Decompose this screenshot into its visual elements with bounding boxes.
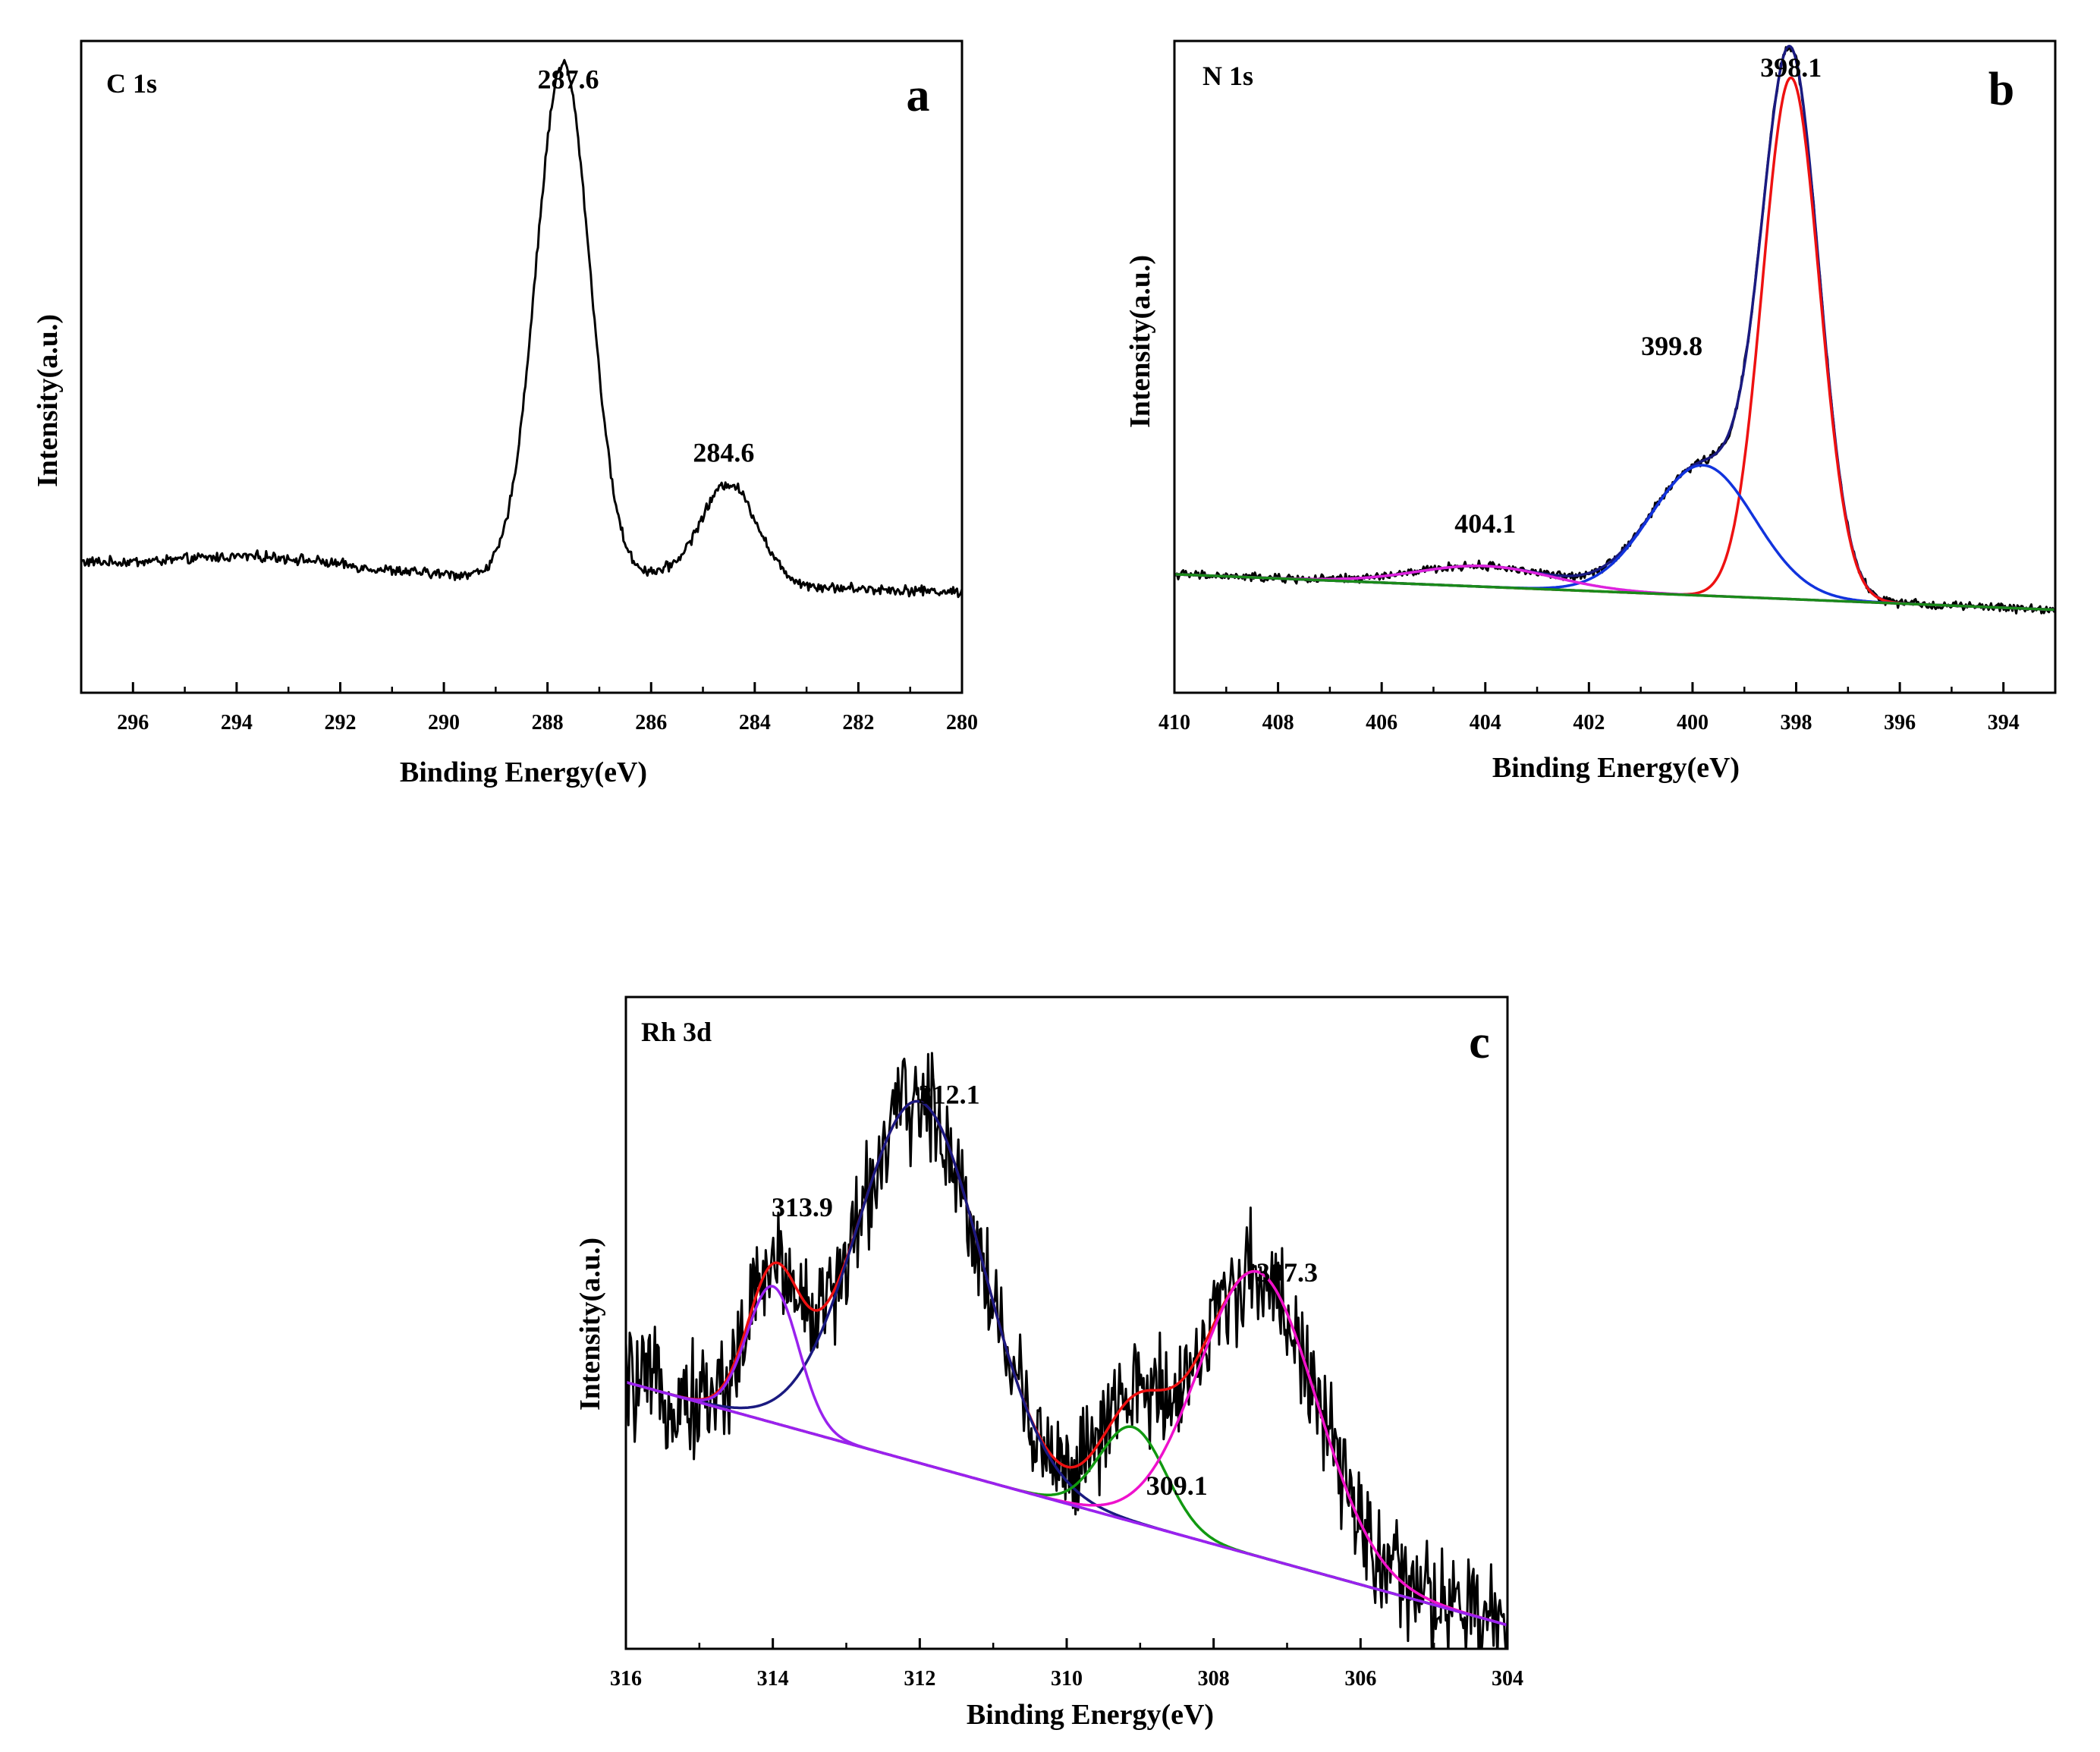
panel-c-title: Rh 3d xyxy=(641,1017,712,1047)
panel-b-xlabel: Binding Energy(eV) xyxy=(1492,752,1740,784)
peak-label: 398.1 xyxy=(1760,52,1822,83)
panel-b-n1s: N 1s b Binding Energy(eV) Intensity(a.u.… xyxy=(1124,39,2057,784)
x-tick-label: 282 xyxy=(842,711,874,734)
x-tick-label: 280 xyxy=(946,711,978,734)
panel-c-xlabel: Binding Energy(eV) xyxy=(967,1699,1214,1731)
panel-c-ylabel: Intensity(a.u.) xyxy=(574,1238,606,1411)
panel-a-title: C 1s xyxy=(106,68,157,99)
x-tick-label: 292 xyxy=(324,711,356,734)
x-tick-label: 400 xyxy=(1677,711,1709,734)
x-tick-label: 398 xyxy=(1781,711,1812,734)
panel-b-title: N 1s xyxy=(1202,61,1253,91)
x-tick-label: 404 xyxy=(1470,711,1501,734)
x-tick-label: 314 xyxy=(757,1667,789,1691)
x-tick-label: 290 xyxy=(428,711,460,734)
x-tick-label: 394 xyxy=(1988,711,2020,734)
panel-b-ylabel: Intensity(a.u.) xyxy=(1124,255,1156,428)
plot-area xyxy=(626,1052,1507,1649)
x-tick-label: 284 xyxy=(739,711,771,734)
series-line-background xyxy=(626,1380,1507,1627)
x-tick-label: 296 xyxy=(117,711,149,734)
peak-label: 309.1 xyxy=(1146,1470,1208,1501)
x-tick-label: 310 xyxy=(1051,1667,1083,1691)
panel-a-letter: a xyxy=(907,70,930,121)
panel-c-letter: c xyxy=(1469,1017,1490,1068)
series-line-background xyxy=(1174,573,2055,612)
x-tick-label: 402 xyxy=(1573,711,1605,734)
x-tick-label: 304 xyxy=(1492,1667,1523,1691)
plot-area xyxy=(81,58,962,599)
peak-label: 404.1 xyxy=(1454,508,1516,539)
x-tick-label: 288 xyxy=(532,711,564,734)
series-line-398-1-component xyxy=(1174,76,2055,612)
peak-label: 399.8 xyxy=(1641,331,1702,361)
peak-label: 313.9 xyxy=(772,1192,833,1222)
x-tick-label: 316 xyxy=(610,1667,642,1691)
plot-area xyxy=(1174,45,2055,615)
x-tick-label: 308 xyxy=(1198,1667,1230,1691)
series-line-raw-spectrum xyxy=(626,1052,1507,1649)
series-line-fit-envelope xyxy=(1174,45,2055,612)
peak-label: 307.3 xyxy=(1256,1257,1318,1288)
panel-a-xlabel: Binding Energy(eV) xyxy=(400,756,647,788)
panel-b-letter: b xyxy=(1988,64,2014,115)
x-tick-label: 406 xyxy=(1366,711,1397,734)
series-line-fit-envelope xyxy=(626,1099,1507,1627)
x-tick-label: 286 xyxy=(635,711,667,734)
x-tick-label: 312 xyxy=(904,1667,935,1691)
peak-label: 287.6 xyxy=(537,64,599,94)
x-tick-label: 410 xyxy=(1158,711,1190,734)
panel-a-c1s: C 1s a Binding Energy(eV) Intensity(a.u.… xyxy=(32,39,978,788)
peak-label: 284.6 xyxy=(693,437,754,467)
panel-c-rh3d: Rh 3d c Binding Energy(eV) Intensity(a.u… xyxy=(574,996,1523,1731)
plot-frame xyxy=(1173,39,2057,694)
series-line-raw-spectrum xyxy=(1174,46,2055,615)
x-tick-label: 396 xyxy=(1884,711,1916,734)
x-tick-label: 294 xyxy=(221,711,253,734)
series-line-312-1-component xyxy=(626,1099,1507,1627)
series-line-c-1s-spectrum xyxy=(81,58,962,599)
plot-frame xyxy=(80,39,964,694)
panel-a-ylabel: Intensity(a.u.) xyxy=(32,314,64,487)
peak-label: 312.1 xyxy=(919,1080,980,1110)
x-tick-label: 306 xyxy=(1344,1667,1376,1691)
x-tick-label: 408 xyxy=(1262,711,1294,734)
